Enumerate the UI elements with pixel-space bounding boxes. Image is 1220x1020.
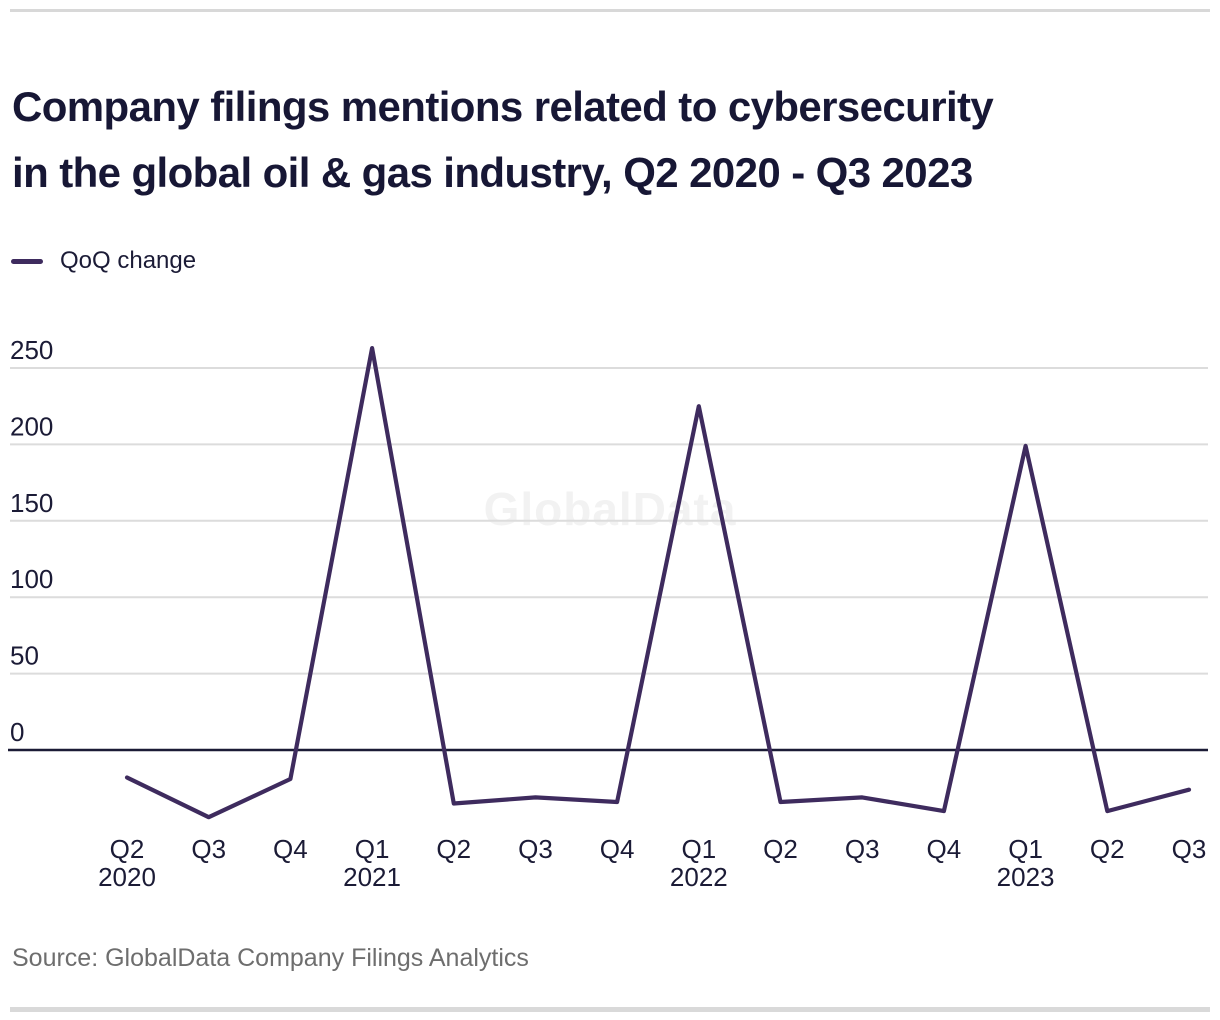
x-tick-quarter-q1-2021: Q1: [355, 834, 390, 864]
x-tick-year-2021: 2021: [343, 862, 401, 892]
y-tick-label-100: 100: [10, 564, 53, 594]
x-tick-quarter-q1-2023: Q1: [1008, 834, 1043, 864]
x-tick-quarter-q2-2021: Q2: [436, 834, 471, 864]
x-tick-quarter-q4-2022: Q4: [927, 834, 962, 864]
y-tick-label-0: 0: [10, 717, 24, 747]
x-tick-quarter-q3-2022: Q3: [845, 834, 880, 864]
globaldata-watermark: GlobalData: [483, 483, 737, 535]
x-tick-quarter-q4-2021: Q4: [600, 834, 635, 864]
x-tick-quarter-q3-2021: Q3: [518, 834, 553, 864]
x-tick-quarter-q2-2023: Q2: [1090, 834, 1125, 864]
page-title-line-2: in the global oil & gas industry, Q2 202…: [12, 149, 973, 197]
x-tick-year-2022: 2022: [670, 862, 728, 892]
x-tick-quarter-q3-2023: Q3: [1172, 834, 1207, 864]
x-tick-year-2020: 2020: [98, 862, 156, 892]
top-divider: [10, 9, 1210, 12]
x-tick-quarter-q3-2020: Q3: [191, 834, 226, 864]
page-title: Company filings mentions related to cybe…: [12, 74, 1208, 206]
y-tick-label-200: 200: [10, 411, 53, 441]
x-tick-quarter-q4-2020: Q4: [273, 834, 308, 864]
series-line-qoq-change: [124, 346, 1192, 820]
legend-line-swatch: [11, 258, 43, 264]
x-tick-year-2023: 2023: [997, 862, 1055, 892]
source-caption: Source: GlobalData Company Filings Analy…: [12, 944, 529, 972]
y-tick-label-150: 150: [10, 488, 53, 518]
page-title-line-1: Company filings mentions related to cybe…: [12, 83, 994, 131]
x-tick-quarter-q2-2022: Q2: [763, 834, 798, 864]
y-tick-label-50: 50: [10, 641, 39, 671]
legend-label: QoQ change: [60, 247, 197, 274]
bottom-divider: [10, 1007, 1210, 1012]
x-tick-quarter-q2-2020: Q2: [110, 834, 145, 864]
chart-legend: QoQ change: [11, 246, 196, 276]
x-tick-quarter-q1-2022: Q1: [681, 834, 716, 864]
y-tick-label-250: 250: [10, 335, 53, 365]
chart-area: GlobalData 0 50 100 150 200 250 Q2 2020 Q3 Q4 Q1 20…: [0, 330, 1220, 910]
